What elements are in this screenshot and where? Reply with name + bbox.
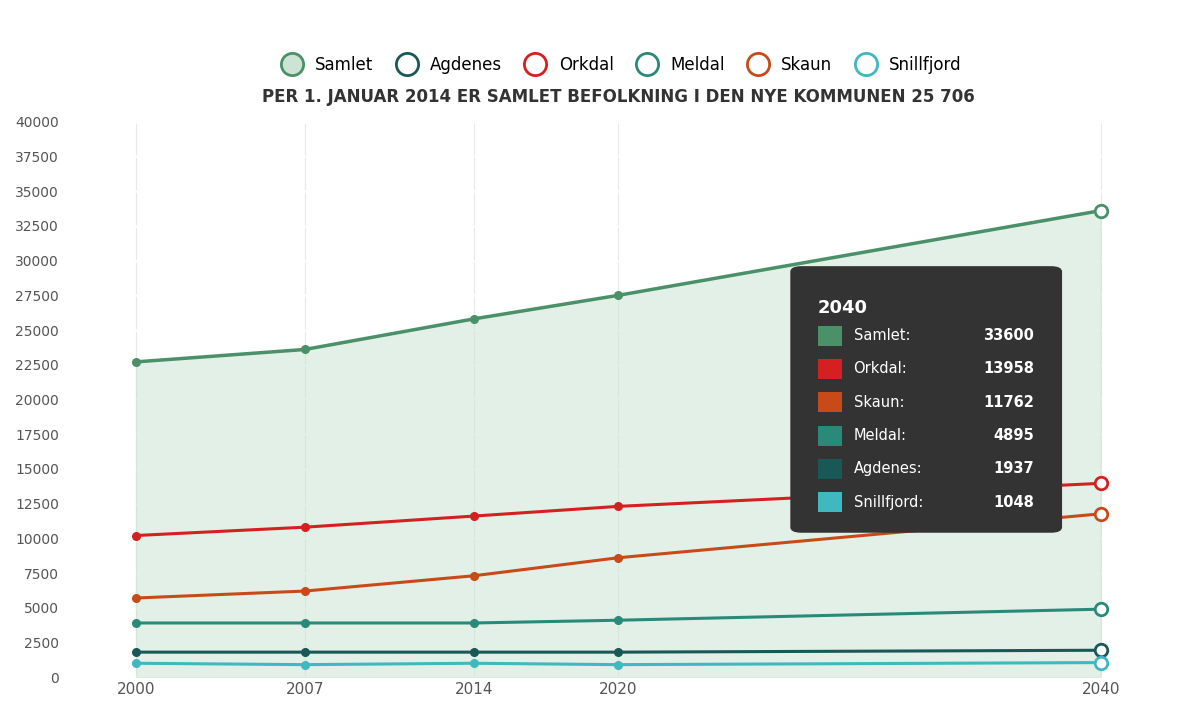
Text: Orkdal:: Orkdal: bbox=[853, 362, 908, 377]
Text: Meldal:: Meldal: bbox=[853, 428, 906, 443]
Text: 1937: 1937 bbox=[993, 461, 1035, 476]
Title: PER 1. JANUAR 2014 ER SAMLET BEFOLKNING I DEN NYE KOMMUNEN 25 706: PER 1. JANUAR 2014 ER SAMLET BEFOLKNING … bbox=[263, 88, 974, 106]
Text: Skaun:: Skaun: bbox=[853, 394, 904, 409]
FancyBboxPatch shape bbox=[819, 325, 842, 345]
Text: 4895: 4895 bbox=[993, 428, 1035, 443]
FancyBboxPatch shape bbox=[819, 492, 842, 512]
Legend: Samlet, Agdenes, Orkdal, Meldal, Skaun, Snillfjord: Samlet, Agdenes, Orkdal, Meldal, Skaun, … bbox=[268, 50, 968, 81]
Text: 2040: 2040 bbox=[819, 300, 868, 318]
Text: 33600: 33600 bbox=[984, 328, 1035, 343]
Text: Agdenes:: Agdenes: bbox=[853, 461, 922, 476]
FancyBboxPatch shape bbox=[819, 426, 842, 446]
Text: 1048: 1048 bbox=[993, 495, 1035, 510]
Text: Samlet:: Samlet: bbox=[853, 328, 910, 343]
Text: Snillfjord:: Snillfjord: bbox=[853, 495, 923, 510]
FancyBboxPatch shape bbox=[819, 392, 842, 412]
FancyBboxPatch shape bbox=[790, 266, 1062, 533]
FancyBboxPatch shape bbox=[819, 359, 842, 379]
Text: 13958: 13958 bbox=[984, 362, 1035, 377]
Text: 11762: 11762 bbox=[984, 394, 1035, 409]
FancyBboxPatch shape bbox=[819, 459, 842, 479]
